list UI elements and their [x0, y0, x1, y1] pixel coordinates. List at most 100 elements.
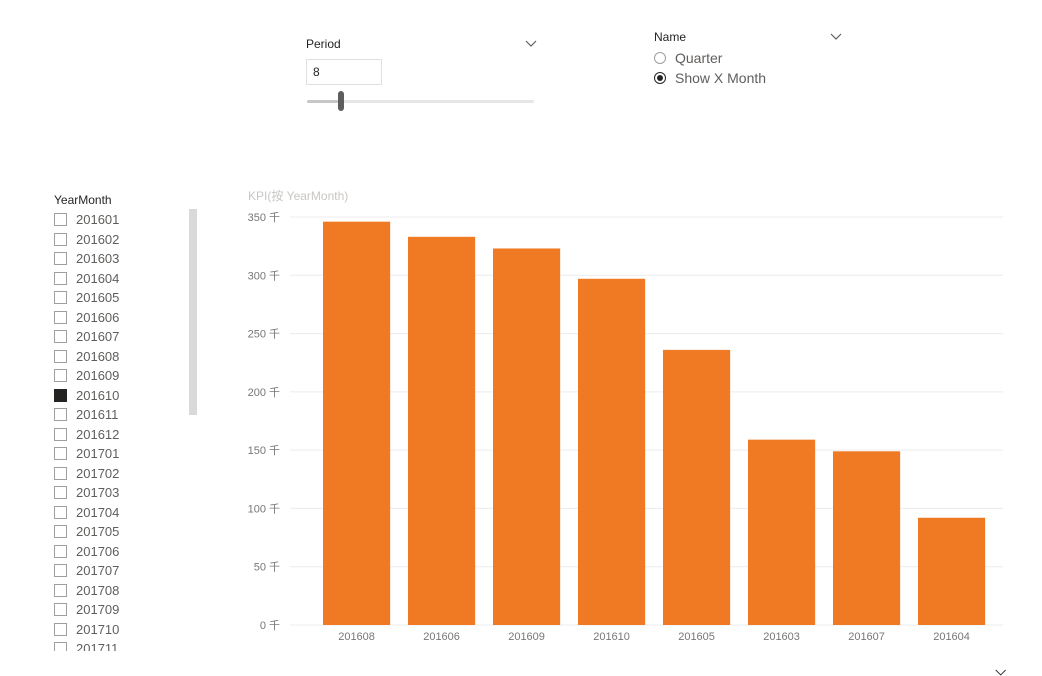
list-item[interactable]: 201704 — [54, 503, 204, 523]
checkbox[interactable] — [54, 486, 67, 500]
radio-option-show-x-month[interactable]: Show X Month — [654, 69, 766, 87]
checkbox[interactable] — [54, 447, 67, 461]
x-tick-label: 201609 — [508, 631, 545, 643]
y-tick-label: 200 千 — [248, 386, 280, 399]
x-tick-label: 201606 — [423, 631, 460, 643]
period-slicer-title: Period — [306, 37, 341, 51]
list-item-label: 201605 — [76, 290, 120, 306]
checkbox[interactable] — [54, 622, 67, 636]
list-item[interactable]: 201608 — [54, 347, 204, 367]
list-item[interactable]: 201701 — [54, 444, 204, 464]
list-item[interactable]: 201603 — [54, 249, 204, 269]
list-item[interactable]: 201601 — [54, 210, 204, 230]
x-tick-label: 201607 — [848, 631, 885, 643]
period-value-input[interactable] — [306, 59, 382, 85]
list-item-label: 201604 — [76, 270, 120, 286]
list-item[interactable]: 201609 — [54, 366, 204, 386]
list-item[interactable]: 201606 — [54, 308, 204, 328]
list-item[interactable]: 201610 — [54, 386, 204, 406]
list-item-label: 201704 — [76, 504, 120, 520]
x-tick-label: 201605 — [678, 631, 715, 643]
checkbox[interactable] — [54, 271, 67, 285]
checkbox[interactable] — [54, 544, 67, 558]
checkbox[interactable] — [54, 349, 67, 363]
list-item[interactable]: 201604 — [54, 269, 204, 289]
period-slider-thumb[interactable] — [338, 91, 345, 111]
checkbox[interactable] — [54, 408, 67, 422]
checkbox[interactable] — [54, 388, 67, 402]
bar-201604[interactable] — [918, 517, 986, 625]
list-item[interactable]: 201710 — [54, 620, 204, 640]
checkbox[interactable] — [54, 291, 67, 305]
list-item[interactable]: 201607 — [54, 327, 204, 347]
chevron-down-icon[interactable] — [525, 37, 537, 49]
list-item-label: 201612 — [76, 426, 120, 442]
checkbox[interactable] — [54, 642, 67, 651]
list-item[interactable]: 201705 — [54, 522, 204, 542]
name-slicer-title: Name — [654, 30, 687, 44]
list-item-label: 201701 — [76, 446, 120, 462]
list-item-label: 201603 — [76, 251, 120, 267]
checkbox[interactable] — [54, 466, 67, 480]
list-item-label: 201706 — [76, 543, 120, 559]
radio-button[interactable] — [654, 72, 666, 84]
list-item[interactable]: 201711 — [54, 639, 204, 651]
list-item[interactable]: 201702 — [54, 464, 204, 484]
list-item-label: 201702 — [76, 465, 120, 481]
checkbox[interactable] — [54, 213, 67, 227]
list-item-label: 201601 — [76, 212, 120, 228]
checkbox[interactable] — [54, 369, 67, 383]
chart-title: KPI(按 YearMonth) — [248, 189, 349, 203]
list-item[interactable]: 201706 — [54, 542, 204, 562]
list-item-label: 201611 — [76, 407, 119, 423]
list-item-label: 201606 — [76, 309, 120, 325]
radio-label: Quarter — [675, 50, 723, 66]
list-item[interactable]: 201707 — [54, 561, 204, 581]
checkbox[interactable] — [54, 427, 67, 441]
period-slider-track[interactable] — [307, 100, 534, 103]
chevron-down-icon[interactable] — [830, 30, 842, 42]
bar-201606[interactable] — [408, 236, 476, 625]
bar-201610[interactable] — [578, 278, 646, 625]
list-item[interactable]: 201703 — [54, 483, 204, 503]
list-item-label: 201608 — [76, 348, 120, 364]
checkbox[interactable] — [54, 603, 67, 617]
checkbox[interactable] — [54, 505, 67, 519]
x-tick-label: 201603 — [763, 631, 800, 643]
list-item-label: 201609 — [76, 368, 120, 384]
list-item[interactable]: 201605 — [54, 288, 204, 308]
y-tick-label: 350 千 — [248, 211, 280, 224]
resize-corner-icon[interactable] — [994, 664, 1006, 676]
list-item-label: 201710 — [76, 621, 120, 637]
bar-201608[interactable] — [323, 221, 391, 626]
list-item[interactable]: 201611 — [54, 405, 204, 425]
list-item[interactable]: 201708 — [54, 581, 204, 601]
list-item-label: 201708 — [76, 582, 120, 598]
y-tick-label: 300 千 — [248, 269, 280, 282]
list-item[interactable]: 201612 — [54, 425, 204, 445]
yearmonth-scrollbar[interactable] — [189, 209, 197, 415]
list-item-label: 201705 — [76, 524, 120, 540]
radio-option-quarter[interactable]: Quarter — [654, 49, 722, 67]
checkbox[interactable] — [54, 583, 67, 597]
y-tick-label: 0 千 — [260, 619, 280, 632]
y-tick-label: 150 千 — [248, 444, 280, 457]
yearmonth-list: 201601 201602 201603 201604 201605 201606 2016… — [54, 210, 204, 651]
checkbox[interactable] — [54, 310, 67, 324]
list-item-label: 201607 — [76, 329, 120, 345]
list-item[interactable]: 201709 — [54, 600, 204, 620]
bar-201607[interactable] — [833, 451, 901, 625]
y-tick-label: 50 千 — [254, 561, 280, 574]
list-item-label: 201711 — [76, 641, 119, 651]
bar-201603[interactable] — [748, 439, 816, 625]
bar-201605[interactable] — [663, 349, 731, 625]
list-item[interactable]: 201602 — [54, 230, 204, 250]
checkbox[interactable] — [54, 564, 67, 578]
checkbox[interactable] — [54, 232, 67, 246]
checkbox[interactable] — [54, 525, 67, 539]
checkbox[interactable] — [54, 252, 67, 266]
checkbox[interactable] — [54, 330, 67, 344]
x-tick-label: 201608 — [338, 631, 375, 643]
bar-201609[interactable] — [493, 248, 561, 625]
radio-button[interactable] — [654, 52, 666, 64]
